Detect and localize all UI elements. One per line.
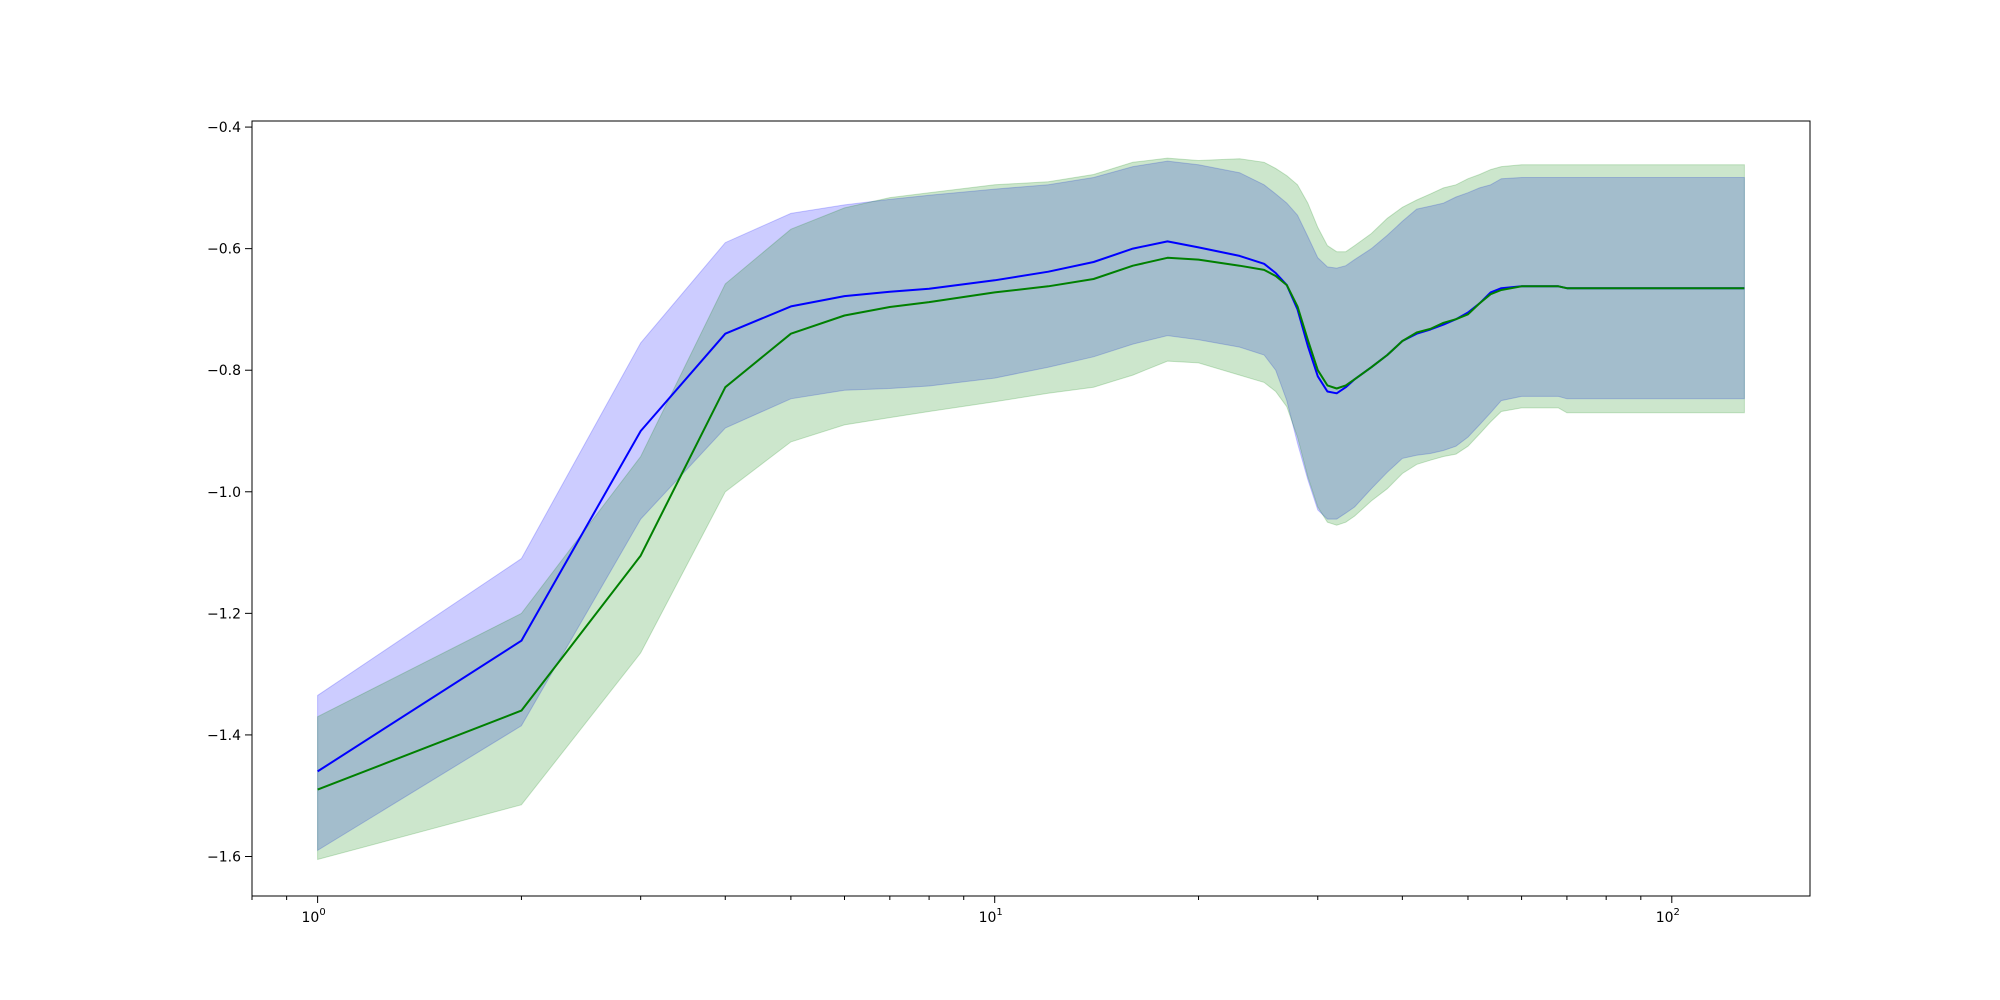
y-tick-label: −0.8 xyxy=(207,363,241,379)
y-tick-label: −0.6 xyxy=(207,242,241,258)
x-tick-label: 101 xyxy=(979,907,1003,926)
y-tick-label: −1.2 xyxy=(207,606,241,622)
band-series-1 xyxy=(317,160,1745,852)
series-lines xyxy=(317,240,1745,791)
x-axis: 100 101 102 xyxy=(251,896,1680,926)
band-series-2 xyxy=(317,157,1745,861)
line-series-2 xyxy=(317,256,1745,791)
x-tick-label: 102 xyxy=(1656,907,1680,926)
plot-frame xyxy=(251,120,1811,897)
y-tick-label: −1.6 xyxy=(207,849,241,865)
y-axis: −0.4 −0.6 −0.8 −1.0 −1.2 −1.4 −1.6 xyxy=(207,120,252,865)
y-tick-label: −1.4 xyxy=(207,728,241,744)
y-tick-label: −1.0 xyxy=(207,485,241,501)
plot-area xyxy=(252,121,1810,896)
x-tick-label: 100 xyxy=(302,907,326,926)
y-tick-label: −0.4 xyxy=(207,120,241,136)
confidence-bands xyxy=(317,157,1745,861)
